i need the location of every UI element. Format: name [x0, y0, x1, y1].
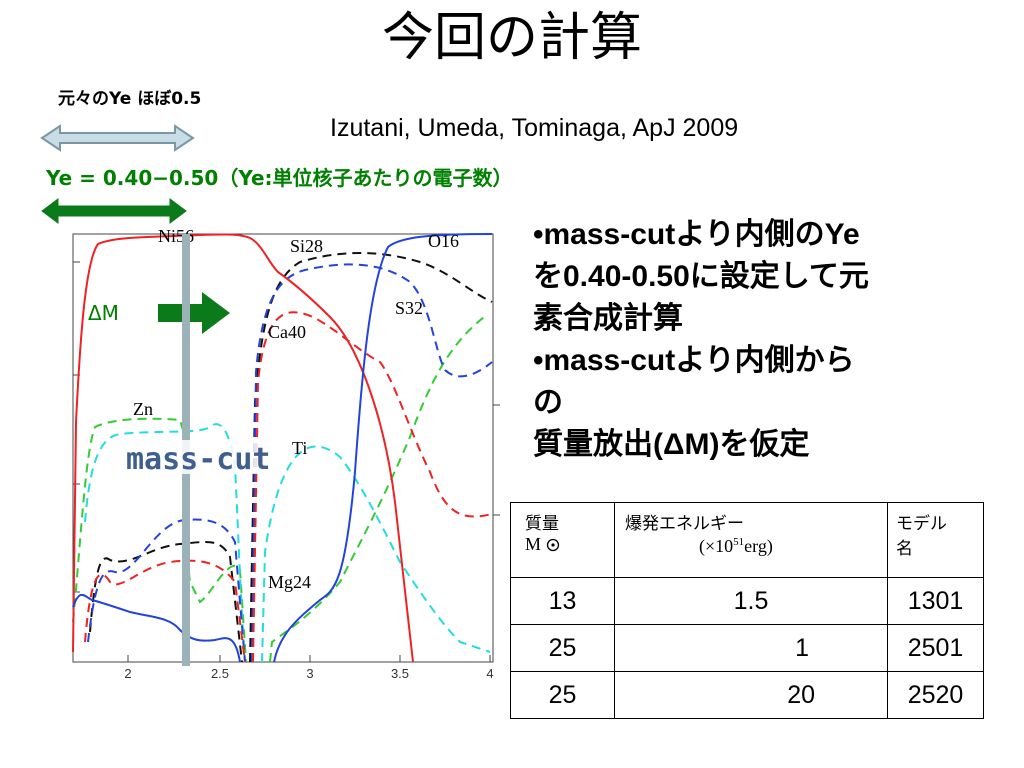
cell-energy: 20	[614, 671, 888, 719]
table-header-row: 質量 M 爆発エネルギー (×1051erg) モデル 名	[510, 502, 984, 578]
table-row: 13 1.5 1301	[510, 577, 984, 625]
cell-mass: 25	[510, 671, 615, 719]
abundance-plot: 2 2.5 3 3.5 4 Ni56 Si28 O16 S32 Ca40 Zn …	[72, 226, 500, 681]
table-row: 25 1 2501	[510, 624, 984, 672]
label-mg24: Mg24	[268, 572, 311, 592]
bullet-2-line-1: •mass-cutより内側から	[533, 344, 855, 377]
bullet-2-line-2: の	[533, 386, 563, 419]
x-ticks	[127, 655, 491, 662]
curve-ni56-solid	[72, 233, 414, 663]
cell-model: 2520	[887, 671, 984, 719]
header-energy-unit-exp: 51	[733, 536, 745, 548]
header-energy-line1: 爆発エネルギー	[625, 514, 744, 533]
x-tick-label-2.5: 2.5	[211, 666, 229, 681]
header-model-line2: 名	[896, 539, 913, 558]
curve-o16-solid	[72, 233, 493, 663]
table-row: 25 20 2520	[510, 671, 984, 719]
original-ye-label: 元々のYe ほぼ0.5	[58, 89, 202, 109]
label-ca40: Ca40	[268, 322, 306, 342]
ye-range-label: Ye = 0.40−0.50（Ye:単位核子あたりの電子数）	[46, 166, 513, 190]
cell-mass: 25	[510, 624, 615, 672]
ye-range-double-arrow	[41, 198, 187, 224]
original-range-double-arrow	[40, 124, 195, 152]
bullet-1-line-3: 素合成計算	[533, 302, 683, 335]
header-model: モデル 名	[887, 502, 984, 578]
label-ti: Ti	[292, 438, 307, 458]
cell-model: 1301	[887, 577, 984, 625]
cell-mass: 13	[510, 577, 615, 625]
solar-mass-icon	[546, 538, 559, 552]
x-tick-label-4: 4	[486, 666, 493, 681]
header-mass-line1: 質量	[525, 514, 559, 533]
slide-title: 今回の計算	[381, 8, 642, 68]
plot-frame	[72, 233, 494, 663]
bullet-list: •mass-cutより内側のYe を0.40-0.50に設定して元 素合成計算 …	[533, 214, 973, 466]
range-arrows	[40, 124, 195, 224]
mass-cut-label: mass-cut	[126, 442, 271, 477]
header-energy-unit-post: erg)	[744, 536, 773, 556]
y-ticks	[73, 261, 500, 593]
header-model-line1: モデル	[896, 514, 947, 533]
mass-cut-label-bg	[124, 440, 278, 474]
x-tick-label-2: 2	[124, 666, 131, 681]
header-energy-unit: (×1051erg)	[615, 534, 887, 557]
model-table: 質量 M 爆発エネルギー (×1051erg) モデル 名 13 1.5 130…	[510, 502, 984, 719]
curve-lime-dashed	[72, 313, 489, 663]
header-mass: 質量 M	[510, 502, 615, 578]
citation: Izutani, Umeda, Tominaga, ApJ 2009	[330, 114, 739, 142]
x-tick-label-3: 3	[306, 666, 313, 681]
x-tick-label-3.5: 3.5	[391, 666, 409, 681]
bullet-2-line-3: 質量放出(ΔM)を仮定	[533, 428, 810, 461]
curve-blue-dashed	[87, 263, 493, 663]
label-o16: O16	[428, 231, 459, 251]
curve-red-dashed	[84, 311, 493, 663]
label-si28: Si28	[290, 236, 323, 256]
bullet-1-line-2: を0.40-0.50に設定して元	[533, 260, 869, 293]
cell-model: 2501	[887, 624, 984, 672]
bullet-1-line-1: •mass-cutより内側のYe	[533, 218, 860, 251]
label-s32: S32	[395, 298, 423, 318]
delta-m-label: ΔM	[88, 301, 119, 325]
cell-energy: 1.5	[614, 577, 888, 625]
curve-black-dashed	[89, 252, 493, 663]
label-zn: Zn	[133, 399, 153, 419]
curve-cyan-dashed	[84, 423, 491, 663]
cell-energy: 1	[614, 624, 888, 672]
delta-m-arrow	[158, 292, 230, 334]
header-energy-unit-pre: (×10	[699, 536, 734, 556]
header-energy: 爆発エネルギー (×1051erg)	[614, 502, 888, 578]
header-mass-line2: M	[525, 534, 542, 554]
